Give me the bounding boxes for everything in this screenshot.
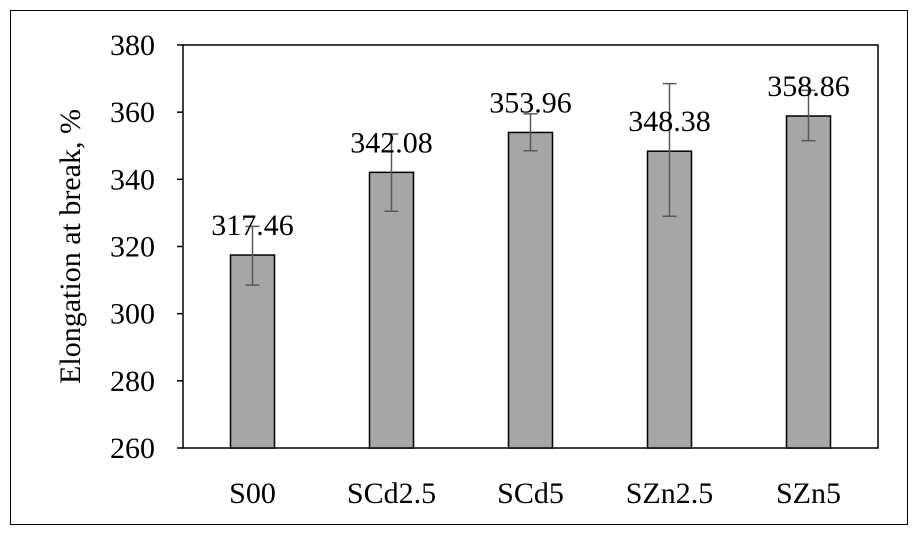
data-label: 342.08 [350,126,433,159]
x-category-label: SZn2.5 [626,477,714,510]
bar [507,131,554,449]
data-label: 348.38 [628,105,711,138]
y-axis-title: Elongation at break, % [54,109,87,384]
bar [368,171,415,449]
y-tick-label: 320 [110,231,155,264]
x-category-label: S00 [229,477,276,510]
y-tick-label: 340 [110,163,155,196]
x-category-label: SZn5 [776,477,841,510]
bar [785,115,832,449]
y-tick-label: 300 [110,298,155,331]
x-category-label: SCd5 [497,477,564,510]
y-tick-label: 280 [110,365,155,398]
data-label: 353.96 [489,86,572,119]
y-tick-label: 380 [110,29,155,62]
y-tick-label: 360 [110,96,155,129]
chart-frame [10,10,908,525]
data-label: 358.86 [767,70,850,103]
x-category-label: SCd2.5 [347,477,436,510]
data-label: 317.46 [211,209,294,242]
y-tick-label: 260 [110,432,155,465]
